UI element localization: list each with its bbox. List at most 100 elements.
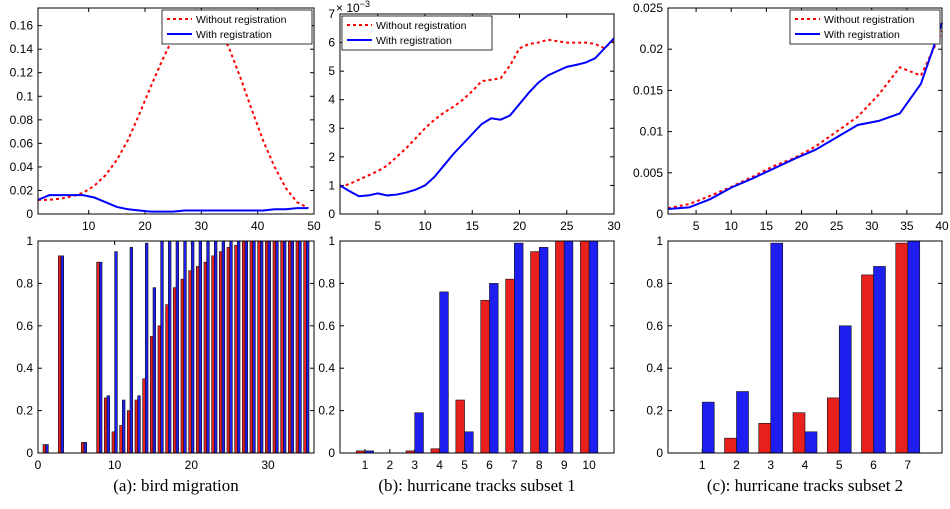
bar bbox=[114, 251, 118, 454]
x-tick-label: 25 bbox=[830, 219, 844, 233]
x-tick-label: 40 bbox=[935, 219, 949, 233]
bar bbox=[267, 240, 271, 454]
x-tick-label: 40 bbox=[251, 219, 265, 233]
legend-text: With registration bbox=[824, 29, 900, 41]
bar bbox=[804, 431, 818, 454]
y-tick-label: 0.025 bbox=[633, 1, 663, 15]
bar bbox=[60, 255, 64, 454]
bar bbox=[275, 240, 279, 454]
bar bbox=[226, 247, 230, 454]
y-tick-label: 4 bbox=[328, 93, 335, 107]
bar bbox=[180, 278, 184, 454]
bar bbox=[221, 240, 225, 454]
bar bbox=[489, 283, 499, 454]
series-line bbox=[667, 30, 943, 210]
legend-text: With registration bbox=[376, 35, 452, 47]
y-tick-label: 0.4 bbox=[318, 361, 335, 375]
x-tick-label: 10 bbox=[108, 458, 122, 472]
bar bbox=[137, 395, 141, 454]
x-tick-label: 2 bbox=[733, 458, 740, 472]
bar bbox=[219, 251, 223, 454]
bar bbox=[81, 442, 85, 454]
bar bbox=[127, 410, 131, 454]
y-tick-label: 0.06 bbox=[10, 136, 34, 150]
axes-box bbox=[37, 7, 315, 215]
bar bbox=[58, 255, 62, 454]
legend-text: Without registration bbox=[376, 20, 467, 32]
y-tick-label: 0.14 bbox=[10, 42, 34, 56]
bar bbox=[260, 240, 264, 454]
legend-box bbox=[161, 9, 313, 45]
bar bbox=[229, 240, 233, 454]
y-tick-label: 0 bbox=[328, 207, 335, 221]
x-tick-label: 20 bbox=[795, 219, 809, 233]
bar bbox=[895, 242, 909, 454]
bar bbox=[145, 242, 149, 454]
x-tick-label: 3 bbox=[767, 458, 774, 472]
y-tick-label: 0.08 bbox=[10, 113, 34, 127]
y-tick-label: 0.2 bbox=[318, 404, 335, 418]
bar bbox=[106, 395, 110, 454]
bar bbox=[173, 287, 177, 454]
bar bbox=[792, 412, 806, 454]
x-tick-label: 50 bbox=[307, 219, 321, 233]
y-tick-label: 0.6 bbox=[646, 319, 663, 333]
bar bbox=[196, 266, 200, 454]
bar bbox=[736, 391, 749, 454]
series-line bbox=[339, 38, 615, 188]
legend-text: Without registration bbox=[824, 14, 915, 26]
bar bbox=[265, 240, 269, 454]
bar bbox=[237, 240, 241, 454]
bar bbox=[175, 240, 179, 454]
bar bbox=[206, 240, 210, 454]
bar bbox=[242, 240, 246, 454]
bar bbox=[838, 325, 852, 454]
y-tick-label: 0.16 bbox=[10, 19, 34, 33]
series-line bbox=[339, 37, 615, 198]
x-tick-label: 35 bbox=[900, 219, 914, 233]
y-tick-label: 1 bbox=[328, 234, 335, 248]
x-tick-label: 20 bbox=[513, 219, 527, 233]
x-tick-label: 7 bbox=[904, 458, 911, 472]
bar bbox=[724, 437, 737, 454]
bar bbox=[257, 240, 261, 454]
bar bbox=[134, 399, 138, 454]
bar bbox=[283, 240, 287, 454]
y-tick-label: 6 bbox=[328, 36, 335, 50]
x-tick-label: 15 bbox=[466, 219, 480, 233]
y-tick-label: 0.4 bbox=[16, 361, 33, 375]
bar bbox=[505, 278, 515, 454]
legend-box bbox=[789, 9, 941, 45]
bar bbox=[168, 240, 172, 454]
bar bbox=[514, 242, 524, 454]
x-tick-label: 4 bbox=[802, 458, 809, 472]
bar bbox=[191, 240, 195, 454]
y-tick-label: 5 bbox=[328, 64, 335, 78]
bar bbox=[152, 287, 156, 454]
bar bbox=[555, 240, 565, 454]
bar bbox=[45, 444, 49, 454]
y-tick-label: 1 bbox=[656, 234, 663, 248]
bar bbox=[129, 247, 133, 454]
bar bbox=[83, 442, 87, 454]
x-tick-label: 10 bbox=[582, 458, 596, 472]
x-tick-label: 6 bbox=[870, 458, 877, 472]
legend-text: Without registration bbox=[196, 14, 287, 26]
caption: (b): hurricane tracks subset 1 bbox=[378, 476, 575, 495]
bar bbox=[701, 401, 715, 454]
y-tick-label: 0 bbox=[656, 446, 663, 460]
y-tick-label: 1 bbox=[328, 178, 335, 192]
bar bbox=[104, 397, 108, 454]
x-tick-label: 3 bbox=[411, 458, 418, 472]
bar bbox=[303, 240, 307, 454]
bar bbox=[538, 247, 549, 454]
bar bbox=[480, 300, 490, 454]
bar bbox=[770, 242, 784, 454]
bar bbox=[861, 274, 874, 454]
x-tick-label: 20 bbox=[185, 458, 199, 472]
axes-box bbox=[339, 13, 615, 215]
x-tick-label: 0 bbox=[35, 458, 42, 472]
bar bbox=[530, 251, 540, 454]
axes-box bbox=[667, 7, 943, 215]
y-tick-label: 0.005 bbox=[633, 166, 663, 180]
